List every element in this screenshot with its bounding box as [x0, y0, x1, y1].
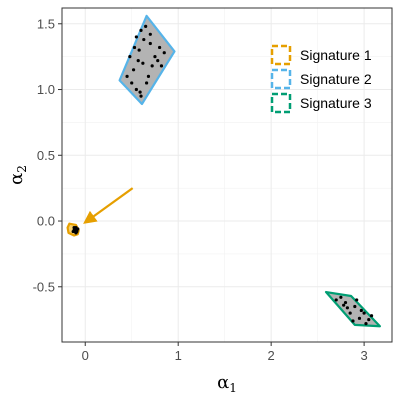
signature-2-point	[137, 48, 141, 52]
signature-3-point	[334, 298, 338, 302]
legend-key-1	[270, 44, 292, 66]
signature-2-point	[131, 68, 136, 72]
x-axis-title-symbol: α	[217, 372, 229, 393]
legend-label-3: Signature 3	[300, 95, 372, 111]
legend-label-2: Signature 2	[300, 71, 372, 87]
signature-3-point	[364, 321, 368, 326]
signature-2-point	[128, 55, 132, 59]
signature-3-point	[342, 303, 346, 307]
y-tick-label: 0.0	[37, 214, 55, 229]
signature-2-point	[125, 74, 129, 78]
legend-key-2	[270, 68, 292, 90]
x-axis-ticks: 0 1 2 3	[82, 342, 368, 363]
signature-3-point	[355, 298, 359, 302]
signature-3-point	[339, 295, 343, 299]
signature-1-point	[74, 225, 78, 230]
signature-3-point	[357, 316, 362, 320]
signature-2-point	[141, 61, 145, 65]
signature-2-point	[134, 87, 138, 92]
x-axis-title-subscript: 1	[229, 381, 237, 395]
legend-label-1: Signature 1	[300, 47, 372, 63]
x-tick-label: 0	[82, 348, 89, 363]
signature-2-point	[130, 81, 134, 85]
x-tick-label: 3	[360, 348, 367, 363]
x-axis-title: α1	[217, 372, 237, 395]
signature-region-2	[118, 14, 176, 106]
x-tick-label: 2	[268, 348, 275, 363]
signature-2-point	[158, 45, 162, 50]
y-axis-ticks: -0.5 0.0 0.5 1.0 1.5	[33, 16, 62, 294]
signature-3-point	[348, 311, 352, 315]
signature-points	[71, 24, 374, 326]
y-axis-title-symbol: α	[6, 173, 27, 185]
legend-key-3	[270, 92, 292, 114]
signature-1-point	[72, 228, 76, 232]
y-axis-title-subscript: 2	[15, 165, 29, 173]
signature-3-point	[362, 311, 366, 315]
signature-2-point	[144, 81, 149, 85]
signature-3-point	[369, 314, 374, 318]
signature-2-point	[153, 55, 157, 59]
signature-2-point	[144, 24, 148, 29]
signature-2-point	[134, 35, 138, 39]
y-tick-label: 1.0	[37, 82, 55, 97]
signature-2-point	[138, 90, 142, 94]
signature-2-point	[159, 64, 164, 68]
y-tick-label: -0.5	[33, 279, 55, 294]
legend: Signature 1 Signature 2 Signature 3	[270, 44, 372, 114]
y-axis-title: α2	[6, 165, 29, 185]
y-tick-label: 0.5	[37, 148, 55, 163]
plot-panel-border	[61, 7, 393, 343]
signature-2-point	[148, 41, 152, 46]
signature-2-point	[156, 58, 160, 63]
signature-regions	[66, 14, 382, 328]
signature-1-point	[75, 229, 79, 234]
annotations	[83, 187, 134, 224]
signature-2-point	[139, 28, 143, 32]
signature-3-point	[359, 308, 363, 313]
signature-2-point	[142, 37, 146, 42]
signature-2-point	[136, 58, 140, 63]
x-tick-label: 1	[175, 348, 182, 363]
y-tick-label: 1.5	[37, 16, 55, 31]
signature-3-point	[343, 300, 348, 305]
grid-lines	[62, 8, 392, 342]
signature-2-point	[146, 74, 151, 78]
signature-2-point	[162, 51, 166, 55]
signature-3-point	[345, 306, 349, 310]
signature-2-point	[150, 64, 154, 68]
annotation-arrow	[83, 187, 134, 224]
signature-2-point	[148, 32, 152, 36]
signature-3-point	[367, 318, 371, 322]
signature-3-point	[351, 319, 355, 323]
signature-region-3	[324, 290, 382, 328]
signature-2-point	[139, 94, 143, 98]
signature-3-point	[353, 304, 357, 309]
signature-2-point	[132, 45, 137, 50]
